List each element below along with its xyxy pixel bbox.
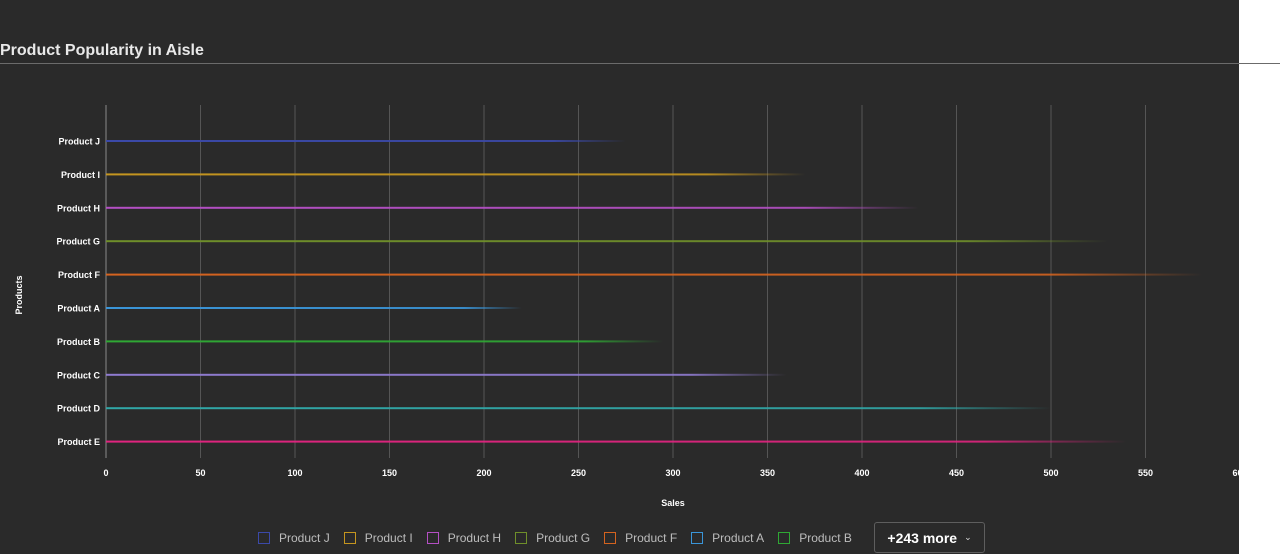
- legend-item[interactable]: Product G: [515, 531, 590, 545]
- category-label: Product B: [57, 337, 101, 347]
- bar: [106, 240, 1108, 243]
- category-label: Product J: [58, 137, 100, 147]
- x-tick-label: 400: [854, 468, 869, 478]
- legend-swatch: [343, 532, 356, 544]
- legend-label: Product J: [279, 531, 330, 545]
- legend-label: Product B: [799, 531, 852, 545]
- legend-swatch: [426, 532, 439, 544]
- x-tick-label: 50: [195, 468, 205, 478]
- x-tick-label: 150: [382, 468, 397, 478]
- title-divider: [0, 63, 1280, 64]
- legend: Product J Product I Product H Product G Prod…: [258, 522, 866, 554]
- x-tick-label: 600: [1232, 468, 1239, 478]
- legend-item[interactable]: Product A: [691, 531, 764, 545]
- category-label: Product G: [56, 237, 100, 247]
- legend-item[interactable]: Product B: [778, 531, 852, 545]
- legend-swatch: [778, 532, 791, 544]
- legend-label: Product A: [712, 531, 765, 545]
- x-tick-label: 500: [1043, 468, 1058, 478]
- bar: [106, 440, 1127, 443]
- legend-label: Product H: [447, 531, 502, 545]
- legend-item[interactable]: Product H: [426, 531, 502, 545]
- more-legend-button[interactable]: +243 more ⌄: [874, 522, 985, 553]
- x-tick-label: 450: [949, 468, 964, 478]
- y-axis-title: Products: [14, 275, 24, 314]
- legend-label: Product I: [364, 531, 413, 545]
- category-label: Product I: [61, 170, 100, 180]
- legend-swatch: [515, 532, 528, 544]
- category-label: Product D: [57, 404, 101, 414]
- more-legend-label: +243 more: [887, 529, 958, 546]
- x-tick-label: 250: [571, 468, 586, 478]
- bar: [106, 407, 1051, 410]
- category-label: Product H: [57, 203, 100, 213]
- legend-label: Product F: [625, 531, 678, 545]
- legend-swatch: [691, 532, 704, 544]
- category-label: Product E: [57, 437, 100, 447]
- x-tick-label: 550: [1138, 468, 1153, 478]
- legend-swatch: [258, 532, 270, 544]
- bar: [106, 173, 806, 176]
- chart-title: Product Popularity in Aisle: [0, 42, 204, 59]
- x-tick-label: 350: [760, 468, 775, 478]
- bar: [106, 307, 522, 309]
- legend-item[interactable]: Product F: [604, 531, 677, 545]
- category-label: Product F: [58, 270, 101, 280]
- bar: [106, 140, 626, 142]
- legend-label: Product G: [536, 531, 591, 545]
- legend-item[interactable]: Product I: [343, 531, 413, 545]
- bar: [106, 340, 664, 343]
- category-label: Product A: [57, 304, 100, 314]
- chart-panel: Product Popularity in Aisle Product J Pro…: [0, 0, 1239, 554]
- category-label: Product C: [57, 370, 101, 380]
- x-tick-label: 300: [665, 468, 680, 478]
- legend-swatch: [604, 532, 617, 544]
- bar: [106, 273, 1203, 276]
- x-tick-label: 200: [476, 468, 491, 478]
- bar-chart: Product J Product I Product H Product G Prod…: [14, 105, 1239, 508]
- x-tick-label: 100: [287, 468, 302, 478]
- x-tick-label: 0: [103, 468, 108, 478]
- x-axis-title: Sales: [661, 498, 685, 508]
- legend-item[interactable]: Product J: [258, 531, 330, 545]
- chevron-down-icon: ⌄: [964, 532, 972, 542]
- bar: [106, 373, 787, 376]
- bar: [106, 206, 919, 209]
